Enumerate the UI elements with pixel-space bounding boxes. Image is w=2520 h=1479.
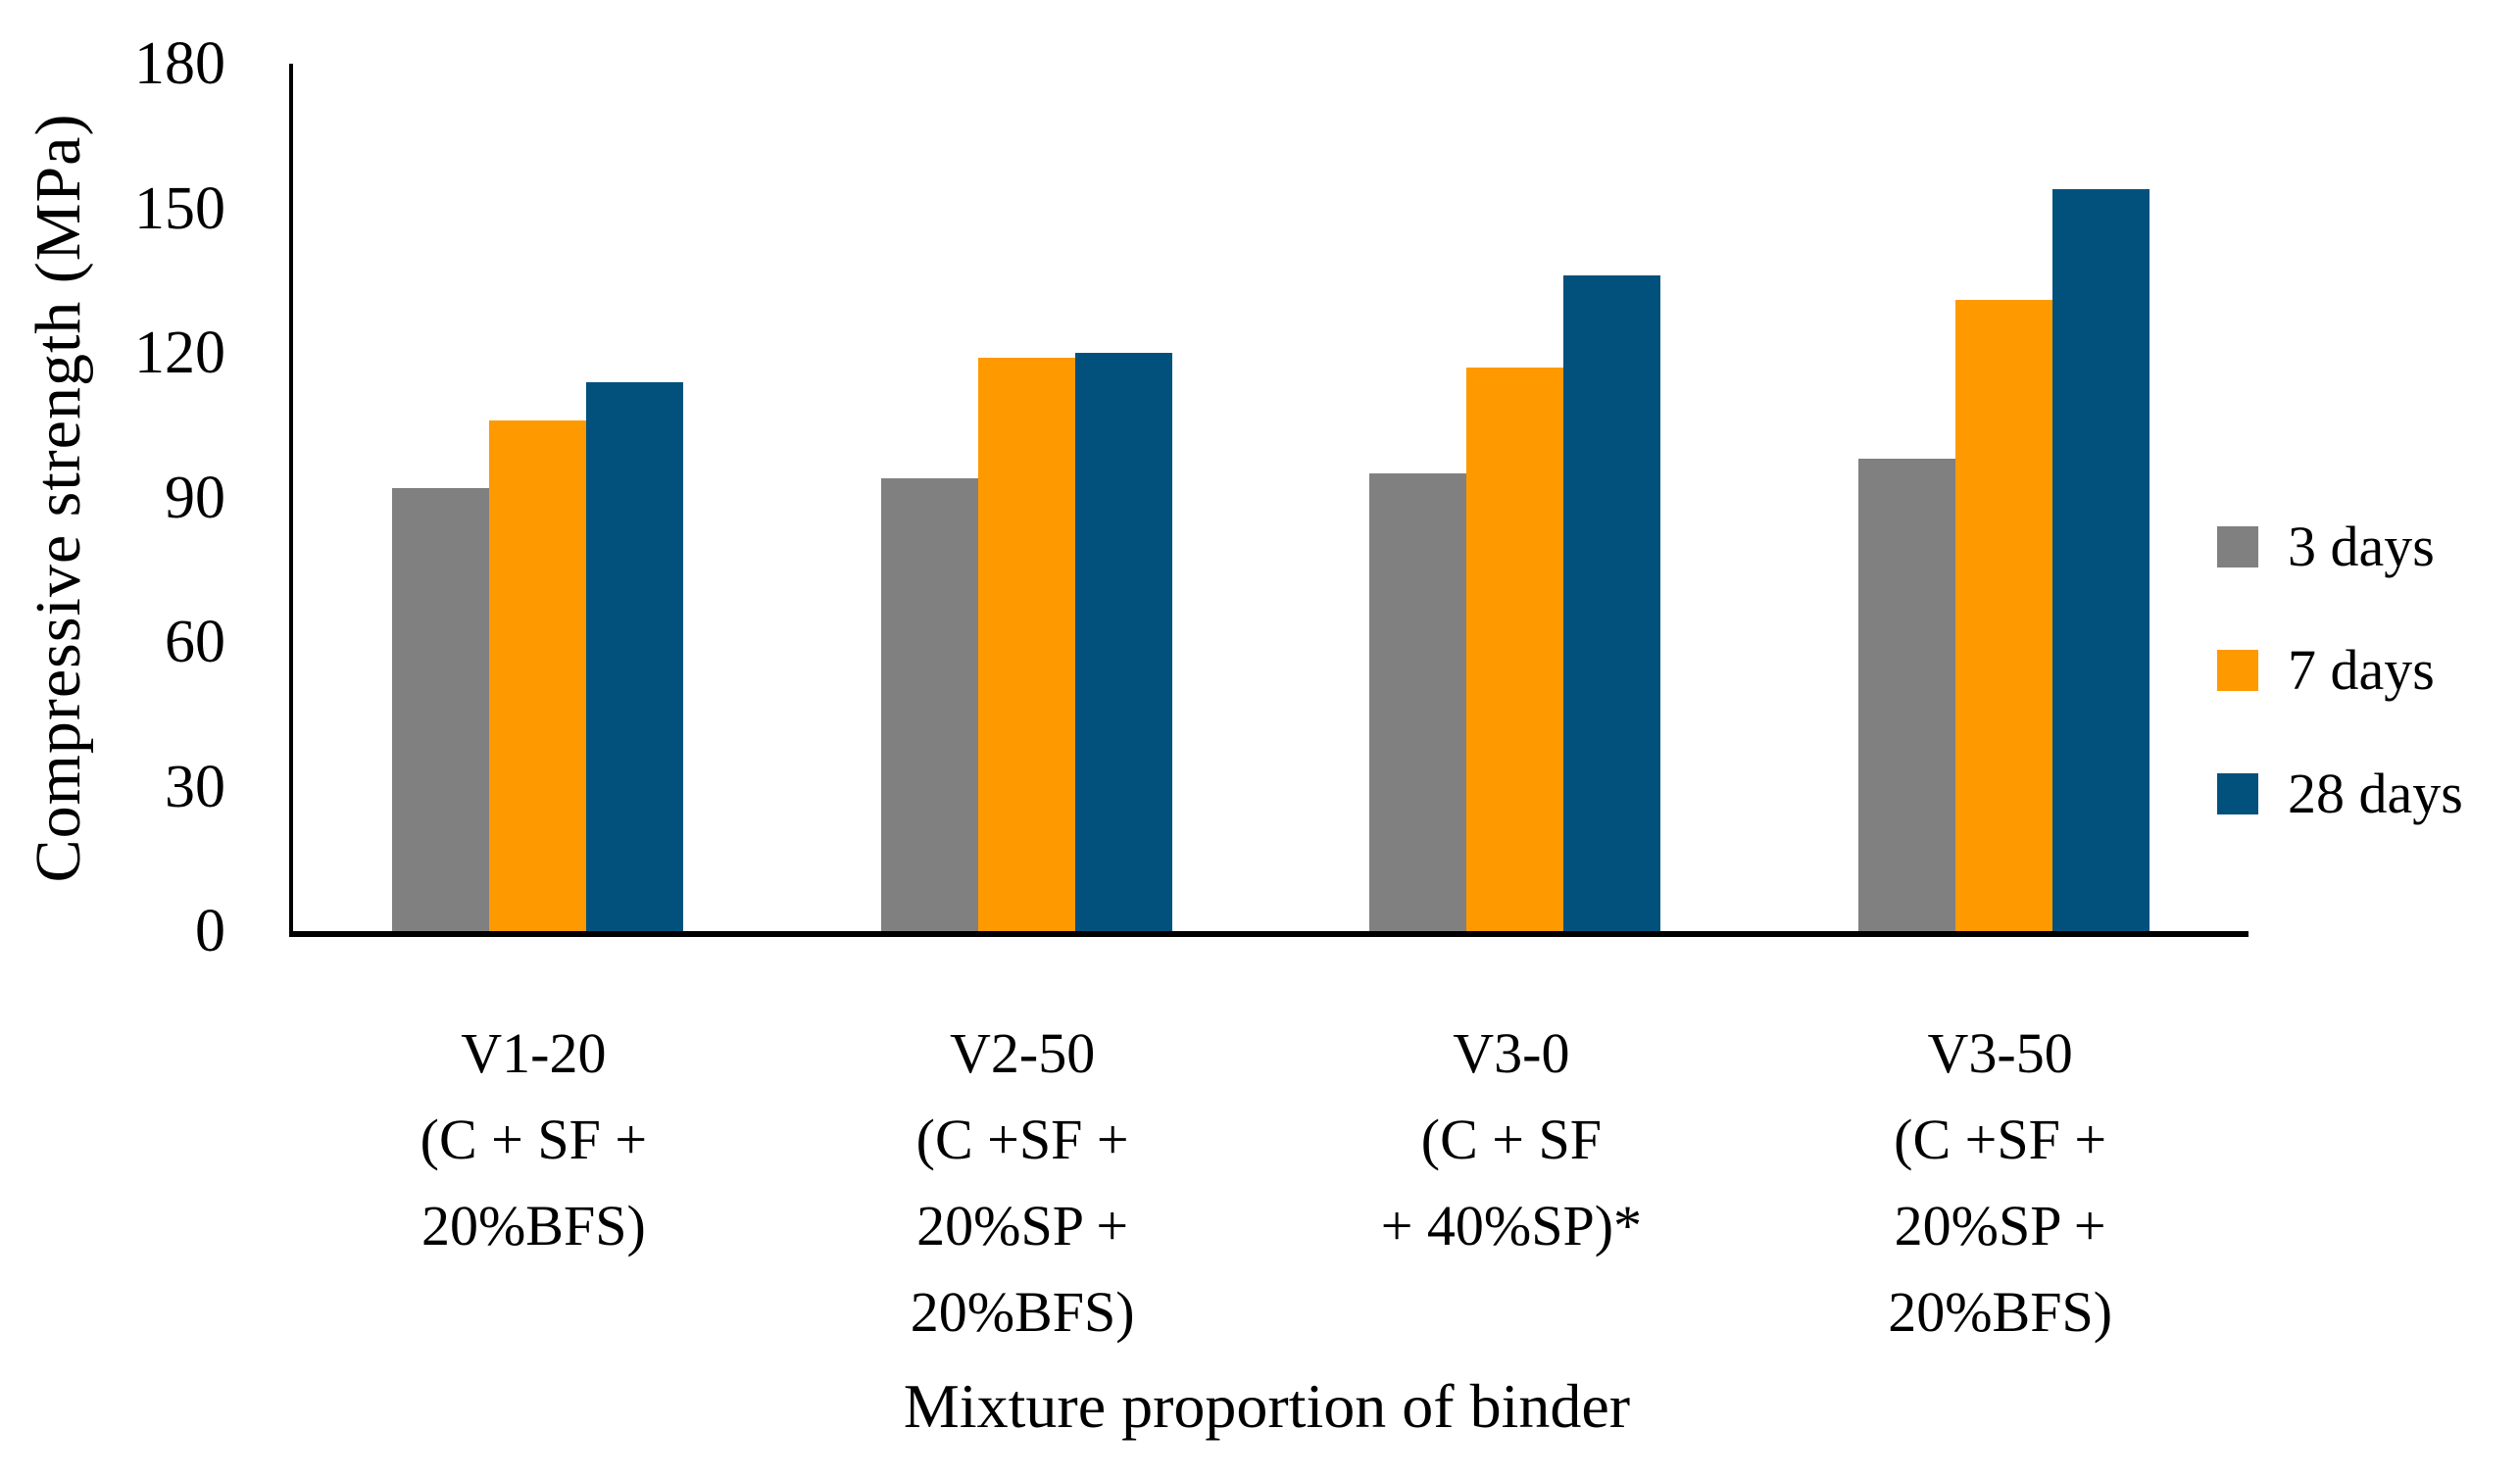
y-tick-label-120: 120 — [134, 320, 225, 387]
category-label-line: V3-0 — [1453, 1021, 1570, 1085]
bar-V1-20-28-days — [585, 381, 683, 931]
bar-V3-0-7-days — [1466, 367, 1564, 931]
bar-group-V3-0 — [1369, 64, 1661, 931]
legend-swatch-28-days — [2217, 773, 2258, 814]
y-tick-label-150: 150 — [134, 174, 225, 242]
category-label-V3-0: V3-0 (C + SF + 40%SP)* — [1267, 1011, 1756, 1356]
bar-V3-0-3-days — [1369, 472, 1467, 931]
category-label-line: (C +SF + — [915, 1108, 1129, 1171]
category-label-line: (C +SF + — [1894, 1108, 2107, 1171]
bars-layer — [293, 64, 2248, 931]
bar-group-V2-50 — [880, 64, 1172, 931]
legend-label: 28 days — [2288, 762, 2463, 825]
category-label-line: (C + SF — [1420, 1108, 1602, 1171]
y-tick-label-0: 0 — [195, 898, 225, 964]
legend-swatch-7-days — [2217, 650, 2258, 691]
y-tick-label-60: 60 — [165, 609, 225, 676]
category-label-line: 20%BFS) — [910, 1280, 1135, 1344]
y-tick-label-180: 180 — [134, 30, 225, 97]
y-tick-label-90: 90 — [165, 464, 225, 531]
category-label-line: 20%BFS) — [1888, 1280, 2113, 1344]
bar-V3-0-28-days — [1563, 275, 1661, 931]
category-label-line: V3-50 — [1927, 1021, 2073, 1085]
category-label-line: 20%SP + — [1894, 1194, 2106, 1257]
bar-group-V1-20 — [391, 64, 683, 931]
category-label-line: 20%SP + — [916, 1194, 1129, 1257]
category-label-line: 20%BFS) — [420, 1194, 646, 1257]
category-label-V3-50: V3-50 (C +SF + 20%SP + 20%BFS) — [1755, 1011, 2245, 1356]
x-category-labels: V1-20 (C + SF + 20%BFS) V2-50 (C +SF + 20%SP … — [289, 1011, 2245, 1356]
bar-V2-50-7-days — [977, 357, 1075, 931]
y-axis-ticks: 0 30 60 90 120 150 180 — [0, 33, 240, 961]
category-label-line: + 40%SP)* — [1380, 1194, 1643, 1257]
legend: 3 days 7 days 28 days — [2217, 518, 2463, 897]
legend-item-7-days: 7 days — [2217, 642, 2463, 699]
y-tick-label-30: 30 — [165, 753, 225, 820]
legend-swatch-3-days — [2217, 526, 2258, 567]
x-axis-title: Mixture proportion of binder — [903, 1371, 1631, 1441]
bar-V2-50-28-days — [1074, 353, 1172, 931]
bar-V1-20-7-days — [488, 419, 586, 931]
bar-V3-50-3-days — [1858, 459, 1956, 931]
legend-label: 3 days — [2288, 515, 2435, 578]
category-label-line: V1-20 — [461, 1021, 607, 1085]
bar-V3-50-7-days — [1955, 299, 2053, 931]
plot-area — [289, 64, 2248, 937]
bar-V2-50-3-days — [880, 477, 978, 931]
bar-group-V3-50 — [1858, 64, 2150, 931]
category-label-line: V2-50 — [950, 1021, 1096, 1085]
legend-item-28-days: 28 days — [2217, 765, 2463, 822]
bar-V3-50-28-days — [2052, 188, 2150, 931]
legend-item-3-days: 3 days — [2217, 518, 2463, 575]
bar-V1-20-3-days — [391, 487, 489, 931]
category-label-V1-20: V1-20 (C + SF + 20%BFS) — [289, 1011, 778, 1356]
category-label-line: (C + SF + — [420, 1108, 648, 1171]
legend-label: 7 days — [2288, 638, 2435, 702]
category-label-V2-50: V2-50 (C +SF + 20%SP + 20%BFS) — [778, 1011, 1267, 1356]
